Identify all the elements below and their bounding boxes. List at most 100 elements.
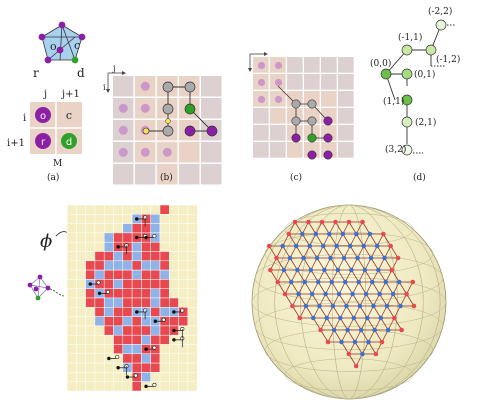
- lattice-node: [340, 231, 346, 237]
- lattice-edge: [393, 317, 402, 331]
- grid-cell: [187, 251, 198, 262]
- grid-cell: [169, 279, 179, 289]
- node-label: (-1,1): [398, 32, 422, 43]
- grid-cell: [159, 362, 170, 373]
- grid-cell: [159, 223, 170, 234]
- grid-cell: [94, 251, 105, 262]
- grid-cell: [122, 353, 133, 364]
- grid-cell: [103, 232, 114, 243]
- lattice-edge: [312, 317, 321, 331]
- grid-cell: [76, 214, 86, 224]
- grid-cell: [178, 204, 189, 215]
- lattice-node: [410, 279, 416, 285]
- phi-symbol: ϕ: [40, 231, 52, 252]
- mini-graph: [29, 276, 49, 299]
- lattice-node: [383, 279, 389, 285]
- faded-node: [140, 103, 150, 113]
- grid-cell: [85, 334, 96, 345]
- grid-cell: [113, 381, 124, 392]
- panel-f: [251, 204, 447, 400]
- lattice-node: [292, 219, 298, 225]
- grid-cell: [159, 307, 170, 317]
- lattice-node: [311, 315, 316, 321]
- grid-cell: [94, 260, 105, 271]
- grid-cell: [187, 297, 198, 308]
- lattice-edge: [356, 233, 365, 247]
- lattice-node: [345, 327, 350, 333]
- lattice-node: [378, 315, 384, 321]
- lattice-node: [290, 303, 295, 309]
- lattice-node: [296, 291, 301, 297]
- seq-open-dot: [161, 317, 166, 322]
- lattice-edge: [288, 233, 297, 247]
- lattice-node: [350, 291, 355, 297]
- cell-o-marker: [35, 107, 51, 123]
- grid-cell: [103, 214, 114, 224]
- grid-cell: [141, 353, 151, 364]
- grid-cell: [131, 288, 142, 299]
- grid-cell: [150, 334, 161, 345]
- grid-cell: [66, 297, 77, 308]
- seq-dot: [172, 328, 176, 333]
- grid-cell: [131, 325, 142, 336]
- lattice-node: [309, 291, 315, 297]
- axis-i: i: [103, 83, 106, 92]
- grid-cell: [141, 297, 151, 308]
- meridian: [257, 204, 441, 400]
- lattice-edge: [268, 245, 277, 259]
- grid-cell: [131, 344, 142, 355]
- grid-cell: [113, 232, 124, 243]
- lattice-edge: [362, 221, 371, 235]
- grid-cell: [159, 251, 170, 262]
- lattice-node: [385, 327, 391, 333]
- grid-cell: [85, 297, 96, 308]
- grid-cell: [141, 251, 151, 262]
- grid-cell: [169, 344, 179, 355]
- lattice-edge: [354, 341, 363, 355]
- grid-cell: [66, 251, 77, 262]
- grid-cell: [141, 334, 151, 345]
- lattice-node: [335, 267, 341, 273]
- graph-node: [58, 21, 66, 29]
- grid-cell: [122, 297, 133, 308]
- lattice-edge: [337, 269, 346, 283]
- seq-dot: [144, 384, 148, 389]
- lattice-node: [356, 279, 362, 285]
- grid-cell: [159, 334, 170, 345]
- faded-node: [118, 103, 128, 113]
- tree-node: [380, 68, 392, 80]
- lattice-edge: [392, 293, 401, 307]
- grid-cell: [94, 381, 105, 392]
- lattice-node: [323, 291, 328, 297]
- grid-cell: [85, 260, 96, 271]
- grid-cell: [76, 362, 86, 373]
- lattice-node: [329, 279, 335, 285]
- lattice-node: [399, 327, 404, 333]
- grid-cell: [150, 362, 161, 373]
- grid-cell: [103, 344, 114, 355]
- grid-cell: [150, 251, 161, 262]
- grid-cell: [169, 316, 179, 327]
- lattice-node: [307, 243, 313, 249]
- lattice-node: [381, 231, 386, 237]
- grid-cell: [131, 204, 142, 215]
- grid-cell: [113, 288, 124, 299]
- grid-cell: [187, 232, 198, 243]
- grid-cell: [187, 325, 198, 336]
- grid-cell: [94, 241, 105, 252]
- lattice-node: [367, 231, 373, 237]
- grid-cell: [201, 76, 222, 97]
- grid-cell: [76, 334, 86, 345]
- grid-cell: [113, 76, 134, 97]
- grid-cell: [66, 372, 77, 382]
- grid-cell: [159, 344, 170, 355]
- grid-cell: [169, 353, 179, 364]
- grid-cell: [159, 325, 170, 336]
- grid-cell: [131, 297, 142, 308]
- grid-cell: [135, 164, 156, 185]
- grid-cell: [150, 288, 161, 299]
- lattice-node: [341, 255, 347, 261]
- grid-cell: [66, 260, 77, 271]
- grid-cell: [178, 372, 189, 382]
